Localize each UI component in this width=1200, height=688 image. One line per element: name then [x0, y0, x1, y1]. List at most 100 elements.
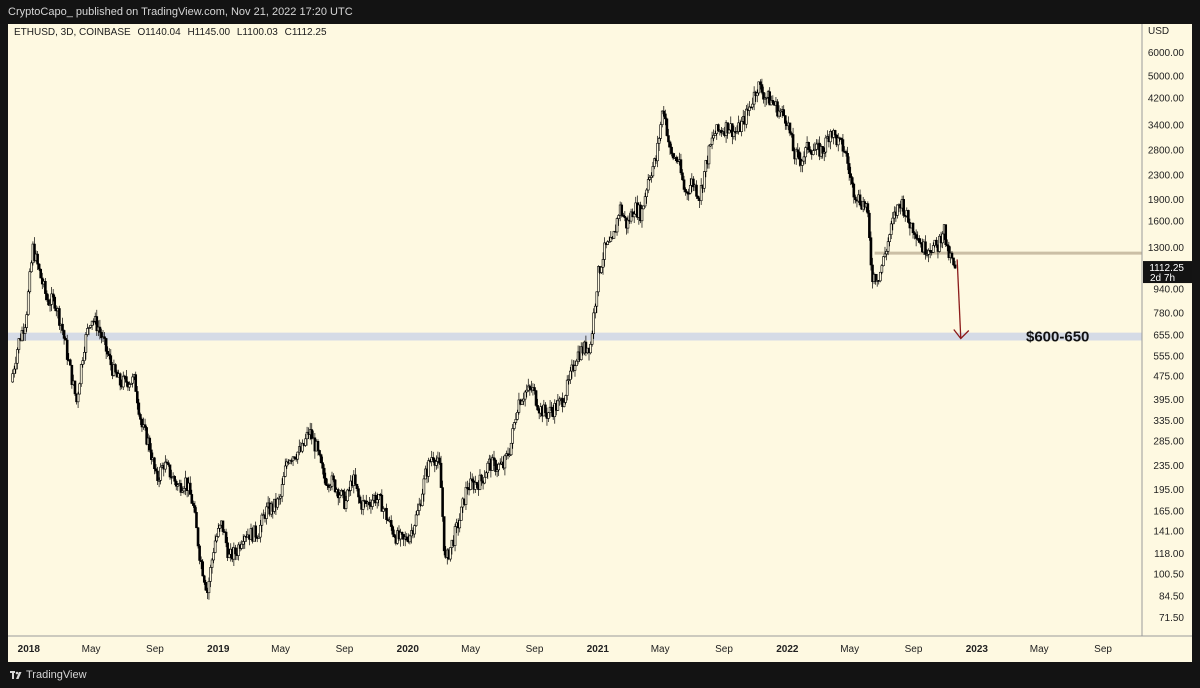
candle-body-27 — [53, 296, 57, 309]
candle-body-372 — [590, 333, 594, 345]
candle-body-264 — [422, 478, 426, 495]
candle-body-297 — [474, 482, 477, 490]
candle-body-330 — [525, 389, 529, 393]
candle-body-561 — [885, 251, 888, 255]
candle-body-192 — [310, 429, 314, 440]
publisher-text: CryptoCapo_ published on TradingView.com… — [8, 6, 353, 18]
candle-body-313 — [498, 463, 502, 466]
time-tick-label: May — [651, 644, 670, 655]
price-axis[interactable]: 6000.00 5000.00 4200.00 3400.00 2800.00 2300.… — [1148, 48, 1185, 624]
candle-body-80 — [135, 391, 139, 404]
candle-body-378 — [600, 266, 603, 273]
candle-body-245 — [393, 533, 396, 538]
chart-area[interactable]: $600-650 USD 6000.00 5000.00 4200.00 3400.0… — [8, 24, 1192, 662]
price-tick-label: 2300.00 — [1148, 170, 1185, 181]
time-tick-label: Sep — [1094, 644, 1112, 655]
candle-body-558 — [880, 265, 884, 273]
candle-body-417 — [660, 110, 664, 125]
candle-body-238 — [382, 508, 385, 512]
candle-body-533 — [841, 139, 845, 152]
candle-body-532 — [840, 137, 843, 140]
candle-body-603 — [950, 252, 954, 259]
candle-body-410 — [650, 175, 653, 178]
candles-group — [11, 78, 957, 600]
candle-body-131 — [215, 536, 219, 542]
candle-body-240 — [385, 508, 388, 520]
arrow-head — [953, 329, 970, 340]
candle-body-180 — [291, 456, 295, 461]
candle-body-599 — [944, 224, 948, 245]
time-tick-label: 2019 — [207, 644, 230, 655]
candle-body-382 — [606, 241, 610, 245]
candle-body-59 — [103, 336, 106, 339]
candle-body-163 — [265, 506, 268, 519]
candle-body-435 — [688, 185, 692, 194]
price-tick-label: 71.50 — [1159, 613, 1184, 624]
candle-body-199 — [321, 462, 324, 469]
price-tick-label: 235.00 — [1153, 461, 1184, 472]
candle-body-492 — [777, 110, 781, 117]
candle-body-550 — [868, 212, 871, 239]
candle-body-549 — [866, 203, 870, 214]
time-tick-label: 2021 — [587, 644, 610, 655]
candle-body-373 — [592, 312, 595, 335]
candle-body-4 — [17, 338, 21, 350]
time-axis[interactable]: 2018 May Sep 2019 May Sep 2020 May Sep 2021 May Sep… — [18, 644, 1113, 655]
candle-body-225 — [361, 500, 365, 510]
candle-body-148 — [241, 541, 245, 545]
currency-label: USD — [1148, 26, 1169, 37]
candle-body-118 — [195, 512, 198, 529]
candle-body-11 — [28, 271, 32, 293]
candle-body-130 — [213, 540, 217, 553]
time-tick-label: 2018 — [18, 644, 41, 655]
time-tick-label: Sep — [715, 644, 733, 655]
candle-body-300 — [478, 474, 482, 490]
time-tick-label: 2023 — [966, 644, 989, 655]
candle-body-328 — [522, 398, 525, 402]
candle-body-522 — [824, 137, 828, 153]
candle-body-303 — [483, 476, 486, 484]
candle-body-551 — [869, 237, 873, 266]
publish-info-bar: CryptoCapo_ published on TradingView.com… — [0, 0, 1200, 24]
candle-body-158 — [257, 536, 261, 539]
candle-body-9 — [25, 314, 28, 328]
candle-body-539 — [850, 177, 854, 185]
candle-body-86 — [145, 427, 148, 445]
candle-body-176 — [285, 461, 289, 467]
candle-body-393 — [623, 216, 627, 219]
candle-body-572 — [902, 199, 905, 216]
candle-body-431 — [682, 179, 686, 190]
candle-body-362 — [575, 360, 578, 366]
price-tick-label: 940.00 — [1153, 284, 1184, 295]
candle-body-63 — [109, 355, 113, 366]
price-tick-label: 100.50 — [1153, 569, 1184, 580]
candle-body-160 — [260, 514, 264, 526]
candle-body-486 — [768, 91, 772, 106]
candle-body-429 — [679, 159, 683, 174]
candle-body-509 — [804, 147, 807, 158]
brand-bar: TradingView — [0, 662, 1200, 688]
candle-body-521 — [822, 151, 826, 154]
candle-body-582 — [917, 238, 921, 243]
candle-body-453 — [717, 124, 720, 131]
candle-body-276 — [441, 487, 444, 517]
candle-body-449 — [710, 137, 714, 145]
candle-body-356 — [565, 379, 569, 396]
candle-body-85 — [143, 424, 147, 428]
candle-body-174 — [282, 476, 286, 485]
candle-body-426 — [674, 157, 678, 162]
candle-body-423 — [670, 146, 673, 154]
ohlc-close: C1112.25 — [284, 27, 327, 38]
candle-body-516 — [815, 143, 818, 150]
candle-body-212 — [341, 489, 345, 493]
candle-body-75 — [128, 384, 131, 388]
candle-body-263 — [421, 493, 424, 506]
candle-body-450 — [712, 135, 715, 139]
candle-body-482 — [762, 92, 765, 100]
price-chart-svg[interactable]: $600-650 USD 6000.00 5000.00 4200.00 3400.0… — [8, 24, 1192, 662]
candle-body-499 — [788, 122, 792, 134]
candle-body-579 — [913, 232, 916, 235]
candle-body-189 — [305, 431, 309, 440]
candle-body-437 — [692, 178, 695, 188]
candle-body-214 — [344, 500, 348, 509]
